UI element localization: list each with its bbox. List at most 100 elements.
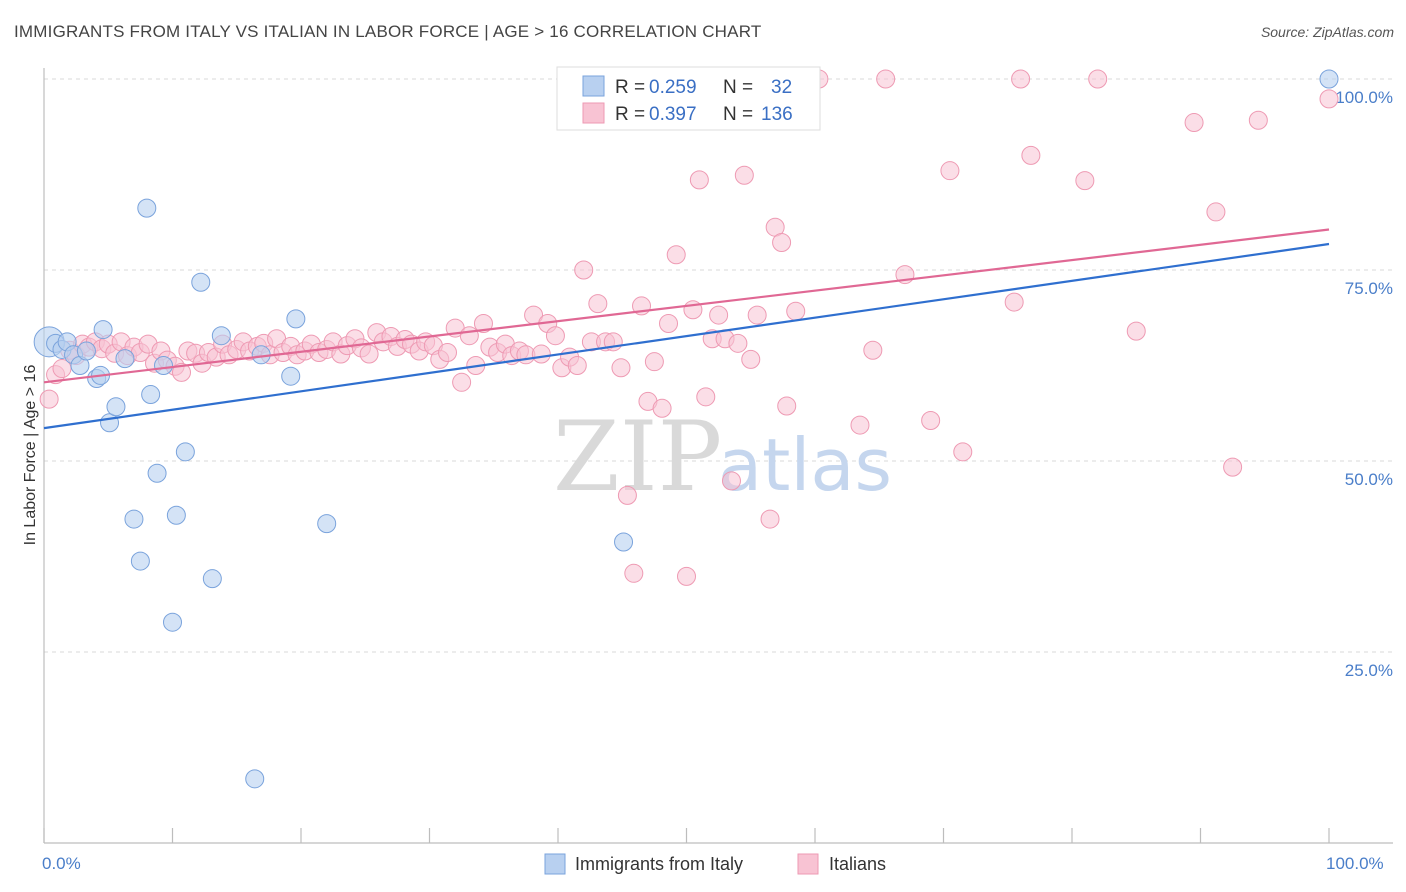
immigrants-point-14 [130, 551, 150, 571]
immigrants-point-10 [100, 413, 120, 433]
immigrants-trend-line [43, 242, 1330, 430]
italians-point-99 [728, 333, 748, 353]
axes [43, 68, 1393, 844]
legend-box: R = 0.259 N = 32 R = 0.397 N = 136 [556, 66, 821, 131]
immigrants-point-6 [76, 341, 96, 361]
italians-point-20 [171, 362, 191, 382]
italians-point-90 [666, 245, 686, 265]
italians-point-105 [772, 232, 792, 252]
legend-n-label-pink: N = [723, 104, 758, 125]
italians-point-77 [574, 260, 594, 280]
y-tick-label-25: 25.0% [1345, 661, 1393, 680]
italians-point-103 [760, 509, 780, 529]
immigrants-point-30 [614, 532, 634, 552]
italians-point-110 [850, 415, 870, 435]
y-axis-label: In Labor Force | Age > 16 [22, 365, 39, 546]
italians-point-116 [953, 442, 973, 462]
italians-point-125 [1223, 457, 1243, 477]
legend-r-label-pink: R = [615, 104, 650, 125]
y-tick-label-75: 75.0% [1345, 279, 1393, 298]
italians-point-89 [659, 313, 679, 333]
bottom-legend-label-blue: Immigrants from Italy [575, 854, 743, 874]
immigrants-point-13 [124, 509, 144, 529]
y-tick-labels: 25.0% 50.0% 75.0% 100.0% [1335, 88, 1393, 680]
italians-point-87 [644, 352, 664, 372]
legend-swatch-blue [582, 75, 605, 97]
italians-point-84 [624, 563, 644, 583]
italians-point-94 [696, 387, 716, 407]
italians-point-91 [677, 566, 696, 586]
italians-point-122 [1126, 321, 1146, 341]
immigrants-point-17 [147, 463, 167, 483]
italians-trend-line [43, 228, 1330, 384]
italians-point-71 [531, 344, 551, 364]
legend-n-label-blue: N = [723, 77, 758, 98]
italians-point-96 [709, 305, 729, 325]
immigrants-point-20 [166, 505, 186, 525]
immigrants-point-27 [281, 366, 301, 386]
italians-point-0 [39, 389, 59, 409]
immigrants-point-29 [317, 514, 337, 534]
immigrants-point-24 [211, 326, 231, 346]
italians-point-60 [452, 372, 472, 392]
italians-point-117 [1004, 292, 1024, 312]
legend-n-value-blue: 32 [771, 77, 792, 98]
italians-point-121 [1088, 69, 1108, 89]
immigrants-from-italy-points [33, 69, 1339, 789]
x-tick-label-max: 100.0% [1326, 854, 1384, 873]
italians-point-93 [689, 170, 709, 190]
italians-point-101 [741, 349, 761, 369]
immigrants-point-31 [1319, 69, 1339, 89]
watermark: ZIP atlas [553, 401, 892, 513]
italians-point-124 [1206, 202, 1226, 222]
italians-point-98 [721, 471, 741, 491]
italians-point-102 [747, 305, 767, 325]
bottom-legend-swatch-blue [544, 853, 566, 875]
italians-point-127 [1319, 89, 1339, 109]
italians-point-58 [437, 343, 457, 363]
italians-point-76 [567, 356, 587, 375]
italians-point-83 [617, 485, 637, 505]
italians-point-107 [786, 301, 806, 321]
italians-point-114 [921, 411, 941, 431]
watermark-atlas: atlas [718, 423, 892, 507]
italians-point-115 [940, 161, 960, 181]
immigrants-point-21 [175, 442, 195, 462]
italians-point-119 [1021, 145, 1041, 165]
italians-point-118 [1011, 69, 1031, 89]
italians-point-123 [1184, 113, 1204, 133]
italians-point-120 [1075, 171, 1095, 191]
source-label: Source: ZipAtlas.com [1260, 24, 1394, 40]
italians-point-63 [473, 313, 493, 333]
immigrants-point-18 [154, 356, 174, 375]
x-tick-marks [43, 828, 1330, 843]
grid-lines [44, 78, 1393, 653]
watermark-zip: ZIP [553, 401, 722, 513]
italians-point-88 [652, 398, 672, 418]
x-tick-label-min: 0.0% [42, 854, 81, 873]
legend-r-value-pink: 0.397 [649, 104, 697, 125]
legend-swatch-pink [582, 102, 605, 124]
legend-r-label-blue: R = [615, 77, 650, 98]
italians-point-82 [611, 358, 631, 378]
italians-point-111 [863, 340, 883, 360]
immigrants-point-15 [137, 198, 157, 218]
chart-title: IMMIGRANTS FROM ITALY VS ITALIAN IN LABO… [14, 22, 762, 41]
y-tick-label-100: 100.0% [1335, 88, 1393, 107]
italians-point-126 [1248, 110, 1268, 130]
trend-lines [43, 228, 1330, 430]
immigrants-point-23 [202, 569, 222, 589]
italians-point-79 [588, 294, 608, 314]
italians-point-47 [359, 344, 379, 364]
italians-point-106 [777, 396, 797, 416]
immigrants-point-25 [245, 769, 265, 789]
legend-n-value-pink: 136 [761, 104, 793, 125]
italians-point-73 [545, 326, 565, 346]
italians-point-100 [734, 165, 754, 185]
immigrants-point-19 [163, 612, 182, 632]
legend-r-value-blue: 0.259 [649, 77, 697, 98]
bottom-legend-label-pink: Italians [829, 854, 886, 874]
bottom-legend-swatch-pink [797, 853, 819, 875]
immigrants-point-16 [141, 385, 161, 405]
